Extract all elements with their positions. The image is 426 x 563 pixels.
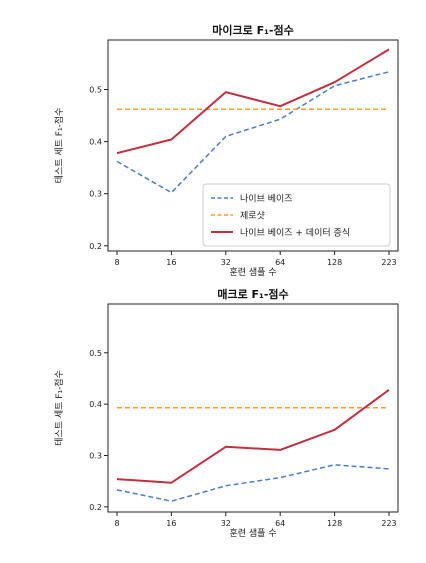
y-tick-label: 0.5 xyxy=(89,85,102,94)
series-line-1 xyxy=(116,71,390,194)
legend-label: 제로샷 xyxy=(240,210,265,222)
x-tick-label: 64 xyxy=(275,519,285,528)
chart-title: 마이크로 F₁-점수 xyxy=(212,23,293,37)
x-tick-label: 16 xyxy=(166,519,176,528)
x-tick-label: 64 xyxy=(275,258,285,267)
chart-panel-1: 마이크로 F₁-점수 0.2 0.3 0.4 0.5 8 16 32 64 128 223 훈련 샘플… xyxy=(53,23,399,278)
y-tick-label: 0.3 xyxy=(89,452,102,461)
y-tick-label: 0.3 xyxy=(89,190,102,199)
series-line-3 xyxy=(116,388,390,484)
chart-panel-2: 매크로 F₁-점수 0.2 0.3 0.4 0.5 8 16 32 64 128 223 훈련 샘플 … xyxy=(53,287,399,539)
plot-frame xyxy=(107,303,399,513)
x-tick-label: 223 xyxy=(381,519,396,528)
y-tick-label: 0.2 xyxy=(89,242,102,251)
x-tick-label: 32 xyxy=(221,519,231,528)
legend-label: 나이브 베이즈 xyxy=(240,194,293,205)
y-tick-label: 0.4 xyxy=(89,400,102,409)
y-axis-title: 테스트 세트 F₁-점수 xyxy=(53,370,65,446)
series-line-3 xyxy=(116,48,390,155)
x-tick-label: 8 xyxy=(114,519,119,528)
x-tick-label: 128 xyxy=(327,258,342,267)
plot-frame xyxy=(107,39,399,252)
chart-title: 매크로 F₁-점수 xyxy=(217,287,288,301)
x-axis-title: 훈련 샘플 수 xyxy=(229,527,276,539)
y-tick-label: 0.4 xyxy=(89,138,102,147)
x-axis-title: 훈련 샘플 수 xyxy=(229,266,276,278)
x-tick-label: 32 xyxy=(221,258,231,267)
y-tick-label: 0.5 xyxy=(89,349,102,358)
legend-label: 나이브 베이즈 + 데이터 증식 xyxy=(240,228,350,239)
x-tick-label: 223 xyxy=(381,258,396,267)
series-line-1 xyxy=(116,464,390,502)
y-axis-title: 테스트 세트 F₁-점수 xyxy=(53,108,65,184)
x-tick-label: 8 xyxy=(114,258,119,267)
legend-box xyxy=(202,183,391,247)
x-tick-label: 16 xyxy=(166,258,176,267)
x-tick-label: 128 xyxy=(327,519,342,528)
y-tick-label: 0.2 xyxy=(89,503,102,512)
